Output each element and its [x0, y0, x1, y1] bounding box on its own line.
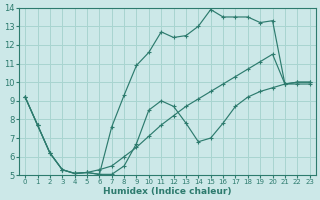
X-axis label: Humidex (Indice chaleur): Humidex (Indice chaleur) [103, 187, 232, 196]
